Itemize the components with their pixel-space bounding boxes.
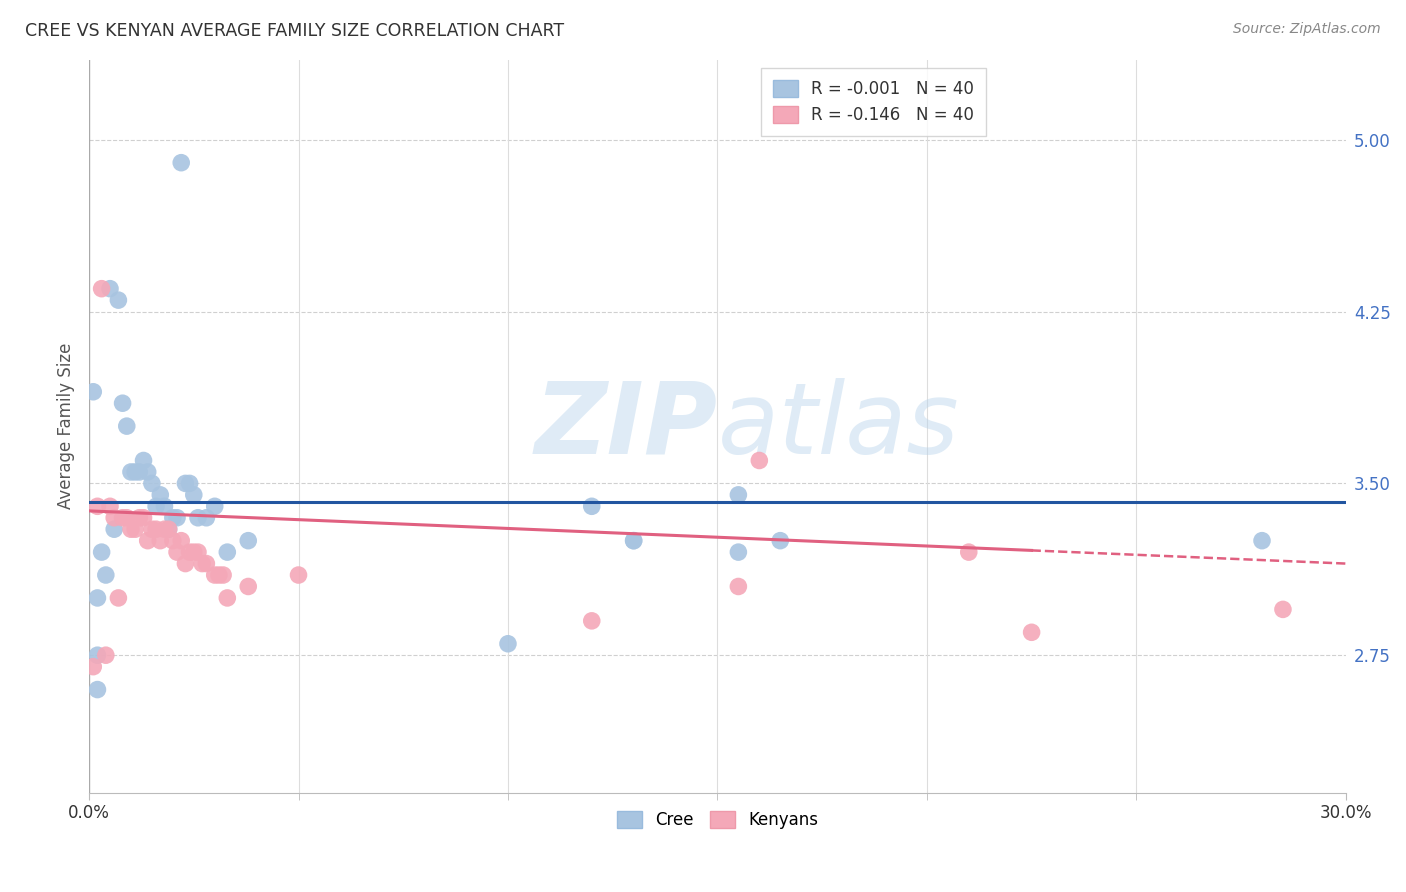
Legend: Cree, Kenyans: Cree, Kenyans (610, 804, 825, 836)
Y-axis label: Average Family Size: Average Family Size (58, 343, 75, 509)
Point (149, 533, 172, 548)
Point (124, 522, 146, 536)
Point (174, 557, 197, 571)
Point (86, 682, 108, 697)
Point (145, 500, 167, 514)
Point (82, 384, 104, 399)
Point (1251, 533, 1274, 548)
Point (183, 545, 205, 559)
Point (103, 522, 125, 536)
Text: atlas: atlas (717, 377, 959, 475)
Point (111, 396, 134, 410)
Point (124, 465, 146, 479)
Point (94, 648, 117, 663)
Point (238, 533, 260, 548)
Text: ZIP: ZIP (534, 377, 717, 475)
Point (103, 510, 125, 524)
Point (727, 488, 749, 502)
Point (86, 648, 108, 663)
Point (208, 568, 231, 582)
Point (149, 488, 172, 502)
Point (217, 545, 239, 559)
Point (170, 155, 193, 169)
Point (727, 545, 749, 559)
Text: CREE VS KENYAN AVERAGE FAMILY SIZE CORRELATION CHART: CREE VS KENYAN AVERAGE FAMILY SIZE CORRE… (25, 22, 564, 40)
Point (98, 282, 121, 296)
Point (957, 545, 980, 559)
Point (157, 522, 180, 536)
Point (136, 465, 159, 479)
Point (90, 545, 112, 559)
Text: Source: ZipAtlas.com: Source: ZipAtlas.com (1233, 22, 1381, 37)
Point (153, 500, 176, 514)
Point (204, 568, 226, 582)
Point (90, 282, 112, 296)
Point (287, 568, 309, 582)
Point (120, 465, 142, 479)
Point (82, 659, 104, 673)
Point (162, 533, 184, 548)
Point (128, 510, 150, 524)
Point (581, 614, 603, 628)
Point (179, 545, 201, 559)
Point (1021, 625, 1043, 640)
Point (115, 510, 138, 524)
Point (179, 476, 201, 491)
Point (217, 591, 239, 605)
Point (132, 453, 155, 467)
Point (153, 522, 176, 536)
Point (162, 510, 184, 524)
Point (212, 568, 235, 582)
Point (727, 579, 749, 593)
Point (581, 500, 603, 514)
Point (166, 545, 188, 559)
Point (107, 591, 129, 605)
Point (195, 557, 218, 571)
Point (111, 510, 134, 524)
Point (128, 465, 150, 479)
Point (141, 476, 163, 491)
Point (238, 579, 260, 593)
Point (145, 522, 167, 536)
Point (191, 557, 214, 571)
Point (195, 510, 218, 524)
Point (98, 500, 121, 514)
Point (107, 293, 129, 307)
Point (496, 637, 519, 651)
Point (115, 419, 138, 434)
Point (769, 533, 792, 548)
Point (136, 533, 159, 548)
Point (86, 500, 108, 514)
Point (120, 522, 142, 536)
Point (174, 476, 197, 491)
Point (748, 453, 770, 467)
Point (623, 533, 645, 548)
Point (132, 510, 155, 524)
Point (1271, 602, 1294, 616)
Point (170, 533, 193, 548)
Point (187, 545, 209, 559)
Point (166, 510, 188, 524)
Point (204, 500, 226, 514)
Point (94, 568, 117, 582)
Point (86, 591, 108, 605)
Point (157, 522, 180, 536)
Point (187, 510, 209, 524)
Point (141, 522, 163, 536)
Point (623, 533, 645, 548)
Point (183, 488, 205, 502)
